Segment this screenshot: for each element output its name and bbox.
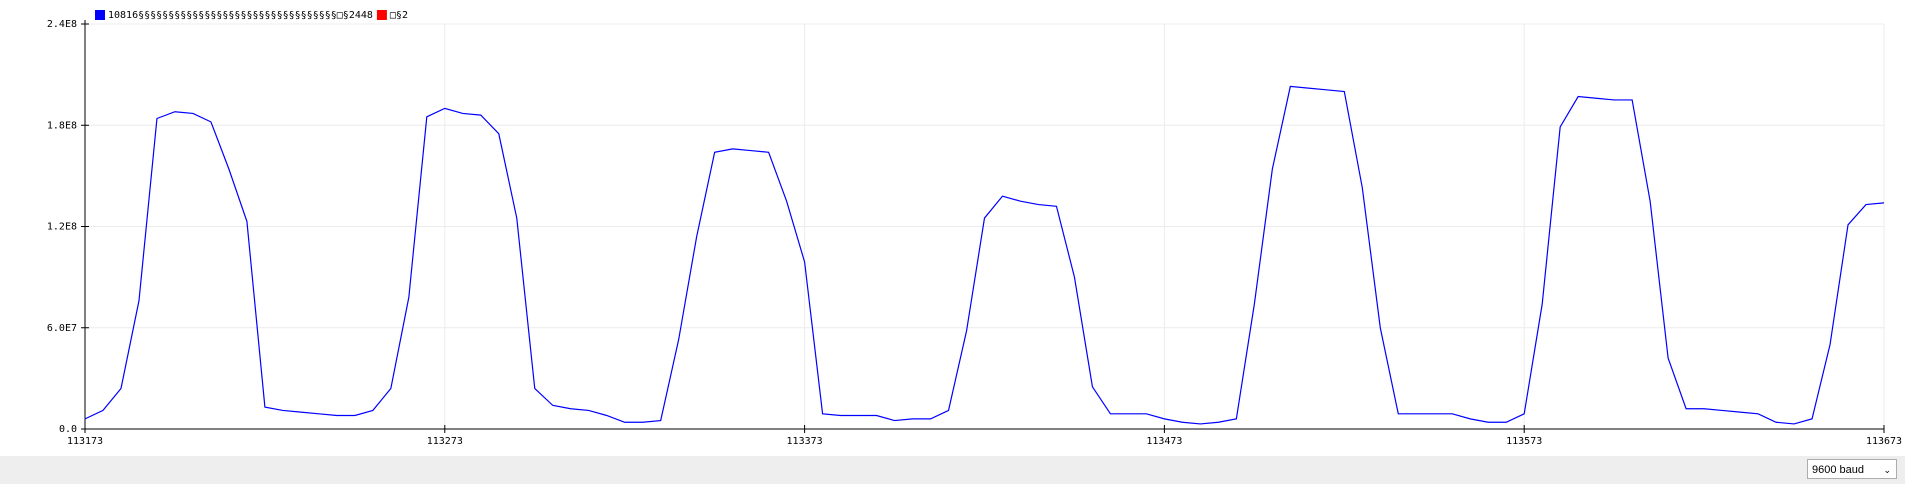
x-tick-label: 113373 xyxy=(787,436,823,447)
x-tick-label: 113673 xyxy=(1866,436,1902,447)
x-tick-label: 113273 xyxy=(427,436,463,447)
y-tick-label: 1.8E8 xyxy=(47,120,77,131)
baud-label: 9600 baud xyxy=(1812,464,1864,476)
x-tick-label: 113473 xyxy=(1146,436,1182,447)
legend-swatch xyxy=(376,10,387,20)
bottom-toolbar xyxy=(0,456,1905,484)
chart: 0.0 6.0E7 1.2E8 1.8E8 2.4E8 113173 113273 11337… xyxy=(47,10,1902,447)
baud-select[interactable]: 9600 baud ⌄ xyxy=(1807,459,1897,479)
legend-label: □§2 xyxy=(390,10,408,21)
y-tick-label: 1.2E8 xyxy=(47,222,77,233)
dropdown-arrow: ⌄ xyxy=(1883,465,1891,475)
y-tick-label: 0.0 xyxy=(59,424,77,435)
x-tick-label: 113173 xyxy=(67,436,103,447)
y-tick-label: 6.0E7 xyxy=(47,323,77,334)
legend-label: 10816§§§§§§§§§§§§§§§§§§§§§§§§§§§§§§§§§□§… xyxy=(108,10,373,21)
y-tick-label: 2.4E8 xyxy=(47,19,77,30)
legend-swatch xyxy=(95,10,105,20)
series-line xyxy=(84,85,1885,425)
x-tick-label: 113573 xyxy=(1506,436,1542,447)
